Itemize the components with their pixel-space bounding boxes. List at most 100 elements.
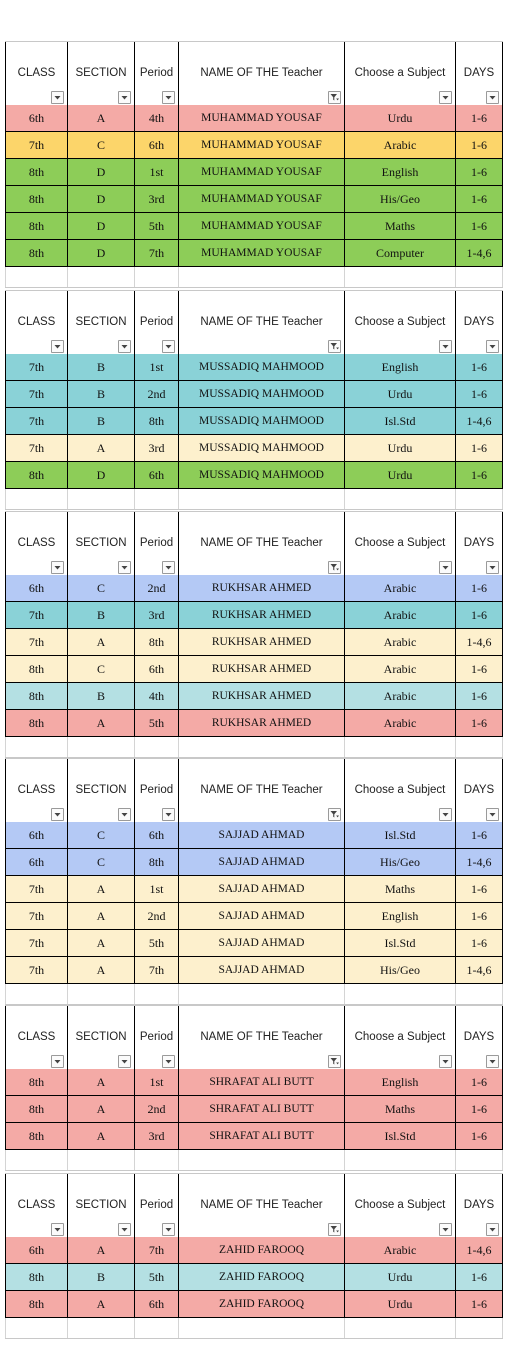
cell-teacher[interactable]: MUHAMMAD YOUSAF xyxy=(179,186,345,212)
cell-class[interactable]: 8th xyxy=(5,1291,68,1317)
filter-dropdown-icon[interactable] xyxy=(51,808,64,821)
empty-cell[interactable] xyxy=(179,267,345,287)
empty-cell[interactable] xyxy=(135,984,179,1004)
filter-dropdown-icon[interactable] xyxy=(162,1223,175,1236)
empty-cell[interactable] xyxy=(456,984,503,1004)
cell-subject[interactable]: Urdu xyxy=(345,381,456,407)
cell-teacher[interactable]: SAJJAD AHMAD xyxy=(179,822,345,848)
empty-cell[interactable] xyxy=(5,1318,68,1338)
cell-days[interactable]: 1-6 xyxy=(456,1069,503,1095)
cell-teacher[interactable]: RUKHSAR AHMED xyxy=(179,575,345,601)
cell-period[interactable]: 2nd xyxy=(135,903,179,929)
empty-cell[interactable] xyxy=(179,1150,345,1170)
filter-applied-icon[interactable] xyxy=(328,340,341,353)
cell-section[interactable]: D xyxy=(68,240,135,266)
cell-section[interactable]: C xyxy=(68,849,135,875)
cell-days[interactable]: 1-6 xyxy=(456,575,503,601)
cell-class[interactable]: 7th xyxy=(5,132,68,158)
empty-cell[interactable] xyxy=(5,1150,68,1170)
cell-period[interactable]: 2nd xyxy=(135,1096,179,1122)
cell-days[interactable]: 1-6 xyxy=(456,656,503,682)
cell-period[interactable]: 7th xyxy=(135,1237,179,1263)
cell-section[interactable]: A xyxy=(68,1123,135,1149)
cell-class[interactable]: 8th xyxy=(5,683,68,709)
filter-applied-icon[interactable] xyxy=(328,91,341,104)
empty-cell[interactable] xyxy=(135,489,179,509)
empty-cell[interactable] xyxy=(345,489,456,509)
cell-subject[interactable]: English xyxy=(345,159,456,185)
filter-dropdown-icon[interactable] xyxy=(486,808,499,821)
cell-period[interactable]: 7th xyxy=(135,957,179,983)
cell-subject[interactable]: English xyxy=(345,354,456,380)
filter-applied-icon[interactable] xyxy=(328,808,341,821)
cell-teacher[interactable]: SAJJAD AHMAD xyxy=(179,903,345,929)
cell-class[interactable]: 8th xyxy=(5,1123,68,1149)
cell-period[interactable]: 8th xyxy=(135,629,179,655)
cell-period[interactable]: 8th xyxy=(135,849,179,875)
cell-days[interactable]: 1-6 xyxy=(456,930,503,956)
filter-dropdown-icon[interactable] xyxy=(118,808,131,821)
cell-days[interactable]: 1-6 xyxy=(456,132,503,158)
cell-subject[interactable]: Arabic xyxy=(345,132,456,158)
filter-dropdown-icon[interactable] xyxy=(118,1055,131,1068)
cell-section[interactable]: B xyxy=(68,408,135,434)
cell-days[interactable]: 1-4,6 xyxy=(456,240,503,266)
cell-subject[interactable]: Urdu xyxy=(345,105,456,131)
cell-section[interactable]: A xyxy=(68,435,135,461)
empty-cell[interactable] xyxy=(345,267,456,287)
filter-dropdown-icon[interactable] xyxy=(51,1055,64,1068)
cell-section[interactable]: B xyxy=(68,683,135,709)
cell-period[interactable]: 3rd xyxy=(135,602,179,628)
empty-cell[interactable] xyxy=(135,737,179,757)
empty-cell[interactable] xyxy=(345,1150,456,1170)
empty-cell[interactable] xyxy=(5,737,68,757)
cell-teacher[interactable]: MUSSADIQ MAHMOOD xyxy=(179,408,345,434)
empty-cell[interactable] xyxy=(135,1318,179,1338)
cell-teacher[interactable]: ZAHID FAROOQ xyxy=(179,1291,345,1317)
cell-teacher[interactable]: MUHAMMAD YOUSAF xyxy=(179,159,345,185)
cell-period[interactable]: 1st xyxy=(135,876,179,902)
filter-dropdown-icon[interactable] xyxy=(486,340,499,353)
empty-cell[interactable] xyxy=(5,489,68,509)
cell-days[interactable]: 1-6 xyxy=(456,354,503,380)
cell-days[interactable]: 1-4,6 xyxy=(456,629,503,655)
cell-teacher[interactable]: RUKHSAR AHMED xyxy=(179,656,345,682)
cell-days[interactable]: 1-6 xyxy=(456,159,503,185)
cell-teacher[interactable]: MUSSADIQ MAHMOOD xyxy=(179,354,345,380)
cell-days[interactable]: 1-6 xyxy=(456,462,503,488)
cell-subject[interactable]: Isl.Std xyxy=(345,1123,456,1149)
filter-dropdown-icon[interactable] xyxy=(51,561,64,574)
filter-dropdown-icon[interactable] xyxy=(162,808,175,821)
cell-subject[interactable]: Computer xyxy=(345,240,456,266)
cell-period[interactable]: 1st xyxy=(135,159,179,185)
cell-section[interactable]: D xyxy=(68,213,135,239)
cell-subject[interactable]: His/Geo xyxy=(345,957,456,983)
cell-teacher[interactable]: SAJJAD AHMAD xyxy=(179,957,345,983)
cell-teacher[interactable]: MUSSADIQ MAHMOOD xyxy=(179,435,345,461)
cell-section[interactable]: B xyxy=(68,1264,135,1290)
cell-teacher[interactable]: MUHAMMAD YOUSAF xyxy=(179,213,345,239)
cell-period[interactable]: 7th xyxy=(135,240,179,266)
cell-subject[interactable]: Arabic xyxy=(345,575,456,601)
cell-days[interactable]: 1-6 xyxy=(456,1123,503,1149)
cell-class[interactable]: 7th xyxy=(5,408,68,434)
cell-days[interactable]: 1-4,6 xyxy=(456,957,503,983)
cell-subject[interactable]: Isl.Std xyxy=(345,930,456,956)
cell-subject[interactable]: His/Geo xyxy=(345,186,456,212)
cell-class[interactable]: 8th xyxy=(5,462,68,488)
cell-period[interactable]: 6th xyxy=(135,656,179,682)
cell-section[interactable]: B xyxy=(68,354,135,380)
filter-applied-icon[interactable] xyxy=(328,1055,341,1068)
cell-class[interactable]: 7th xyxy=(5,957,68,983)
cell-subject[interactable]: Urdu xyxy=(345,462,456,488)
cell-days[interactable]: 1-6 xyxy=(456,876,503,902)
cell-subject[interactable]: Isl.Std xyxy=(345,822,456,848)
cell-class[interactable]: 6th xyxy=(5,822,68,848)
cell-period[interactable]: 8th xyxy=(135,408,179,434)
cell-days[interactable]: 1-6 xyxy=(456,381,503,407)
filter-dropdown-icon[interactable] xyxy=(486,1055,499,1068)
cell-section[interactable]: A xyxy=(68,105,135,131)
cell-subject[interactable]: His/Geo xyxy=(345,849,456,875)
cell-period[interactable]: 2nd xyxy=(135,381,179,407)
empty-cell[interactable] xyxy=(456,1318,503,1338)
